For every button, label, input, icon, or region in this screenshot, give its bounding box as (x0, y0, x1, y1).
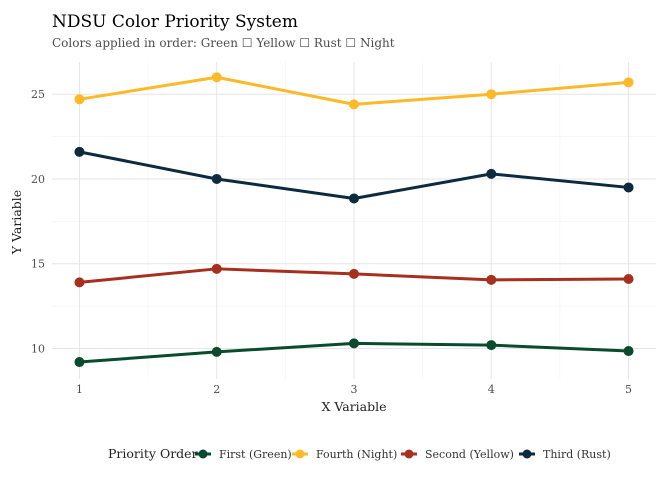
legend-key-point (198, 449, 208, 459)
y-tick-label: 15 (31, 258, 45, 271)
data-point (349, 268, 359, 279)
data-point (486, 89, 497, 100)
data-point (623, 77, 634, 88)
data-point (211, 173, 222, 184)
x-tick-labels: 1 2 3 4 5 (76, 383, 632, 396)
legend-key-point (404, 449, 414, 459)
data-point (486, 340, 497, 351)
series-layer (74, 72, 634, 368)
data-point (211, 72, 222, 83)
legend: Priority Order First (Green) Fourth (Nigh… (108, 446, 611, 461)
data-point (349, 99, 359, 110)
data-point (74, 94, 85, 105)
y-tick-labels: 10 15 20 25 (31, 88, 45, 355)
data-point (74, 277, 85, 288)
legend-key-point (295, 449, 305, 459)
y-tick-label: 20 (31, 173, 45, 186)
legend-label: Fourth (Night) (316, 448, 397, 461)
legend-label: Second (Yellow) (425, 448, 514, 461)
legend-label: First (Green) (219, 448, 292, 461)
data-point (349, 193, 359, 204)
data-point (623, 182, 634, 193)
data-point (74, 357, 85, 368)
x-tick-label: 4 (488, 383, 495, 396)
x-tick-label: 3 (351, 383, 358, 396)
data-point (486, 274, 497, 285)
y-axis-title: Y Variable (9, 190, 24, 255)
data-point (211, 346, 222, 357)
x-tick-label: 2 (213, 383, 220, 396)
x-tick-label: 1 (76, 383, 83, 396)
grid (52, 62, 656, 379)
chart-title: NDSU Color Priority System (52, 12, 298, 32)
legend-label: Third (Rust) (543, 448, 611, 461)
legend-key-point (522, 449, 532, 459)
data-point (74, 146, 85, 157)
x-tick-label: 5 (625, 383, 632, 396)
chart-subtitle: Colors applied in order: Green ☐ Yellow … (52, 36, 395, 50)
legend-title: Priority Order (108, 446, 198, 461)
data-point (623, 273, 634, 284)
data-point (349, 338, 359, 349)
x-axis-title: X Variable (321, 399, 386, 414)
data-point (211, 263, 222, 274)
y-tick-label: 25 (31, 88, 45, 101)
y-tick-label: 10 (31, 342, 45, 355)
data-point (623, 346, 634, 357)
data-point (486, 168, 497, 179)
